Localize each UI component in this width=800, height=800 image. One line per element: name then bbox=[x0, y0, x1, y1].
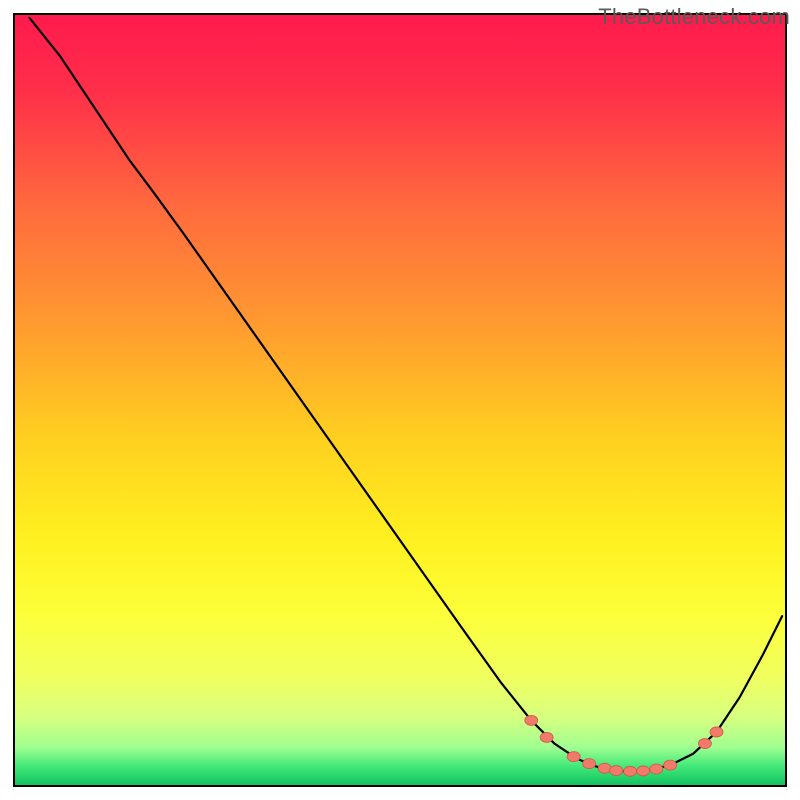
watermark-label: TheBottleneck.com bbox=[598, 4, 790, 30]
curve-marker bbox=[710, 727, 723, 737]
bottleneck-chart: TheBottleneck.com bbox=[0, 0, 800, 800]
chart-canvas bbox=[0, 0, 800, 800]
curve-marker bbox=[664, 760, 677, 770]
curve-marker bbox=[624, 766, 637, 776]
curve-marker bbox=[567, 752, 580, 762]
curve-marker bbox=[637, 766, 650, 776]
curve-marker bbox=[610, 766, 623, 776]
curve-marker bbox=[650, 764, 663, 774]
curve-marker bbox=[598, 763, 611, 773]
curve-marker bbox=[540, 732, 553, 742]
chart-background bbox=[14, 14, 786, 786]
curve-marker bbox=[525, 715, 538, 725]
curve-marker bbox=[583, 759, 596, 769]
curve-marker bbox=[698, 739, 711, 749]
